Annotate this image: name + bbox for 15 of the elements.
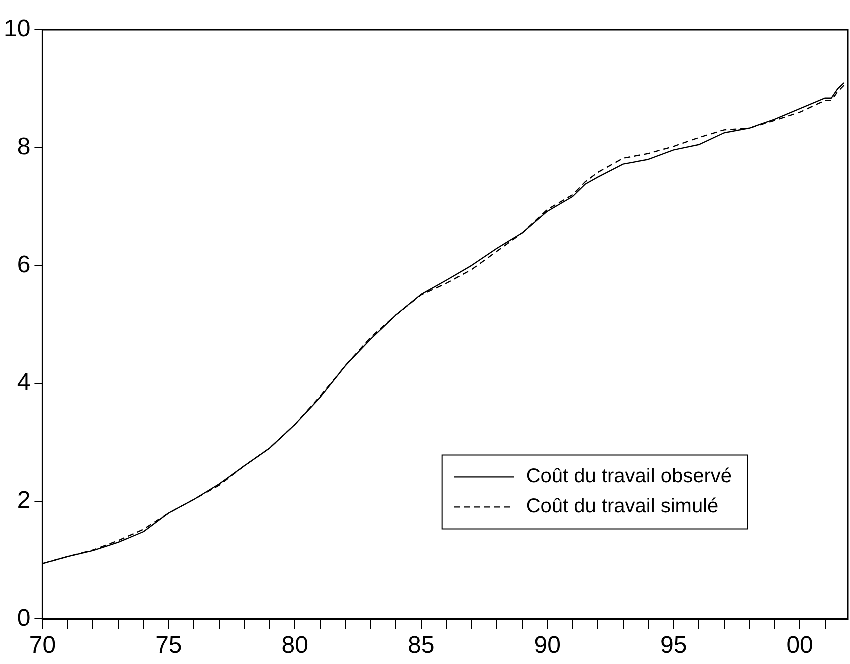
legend-label: Coût du travail simulé xyxy=(526,496,719,518)
x-tick-label: 75 xyxy=(156,632,182,660)
y-tick-label: 8 xyxy=(17,133,31,160)
y-tick-label: 2 xyxy=(17,486,31,514)
legend-label: Coût du travail observé xyxy=(526,466,732,488)
y-tick-label: 4 xyxy=(17,369,31,396)
y-tick-label: 10 xyxy=(4,16,31,43)
x-tick-label: 00 xyxy=(786,632,814,660)
x-tick-label: 90 xyxy=(534,632,561,660)
x-tick-label: 70 xyxy=(29,632,56,660)
x-tick-label: 80 xyxy=(282,632,308,660)
x-tick-label: 85 xyxy=(408,632,435,660)
y-tick-label: 0 xyxy=(17,604,31,632)
y-tick-label: 6 xyxy=(17,251,31,278)
x-tick-label: 95 xyxy=(660,632,688,660)
